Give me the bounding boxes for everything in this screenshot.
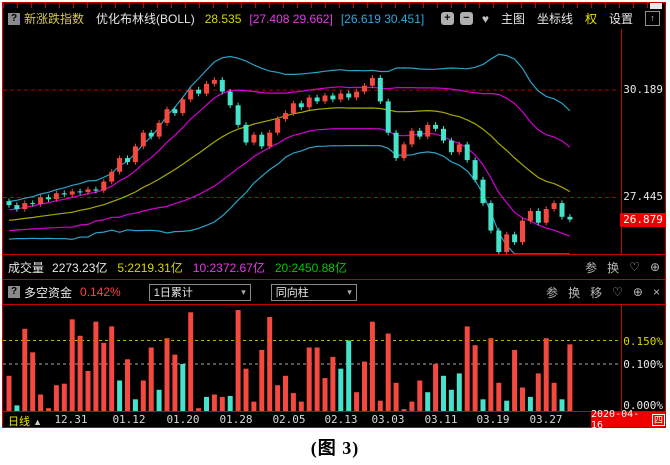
menu-rights-adjust[interactable]: 权 [584, 12, 597, 26]
switch-indicator-button-fund[interactable]: 换 [568, 285, 581, 300]
move-panel-button[interactable]: 移 [590, 285, 603, 300]
fund-value: 0.142% [80, 285, 121, 299]
favorite-outline-icon-fund[interactable]: ♡ [612, 285, 623, 299]
x-axis-date-label: 01.28 [219, 413, 253, 426]
current-date: 2020-04-16 [591, 408, 640, 431]
fund-strip: ? 多空资金 0.142% 1日累计 ▾ 同向柱 ▾ 参 换 移 ♡ ⊕ × [3, 279, 665, 304]
accumulate-dropdown-value: 1日累计 [153, 287, 193, 299]
percent-axis-label: 0.150% [623, 335, 663, 348]
period-selector[interactable]: 日线 ▲ [8, 413, 42, 429]
switch-indicator-button[interactable]: 换 [607, 260, 620, 275]
chevron-down-icon: ▾ [241, 286, 246, 297]
x-axis-date-label: 01.20 [166, 413, 200, 426]
boll-outer-band-values: [26.619 30.451] [340, 11, 425, 26]
help-icon[interactable]: ? [8, 12, 20, 25]
zoom-in-button[interactable]: + [440, 12, 454, 25]
x-axis-date-label: 03.11 [424, 413, 458, 426]
x-axis-date-label: 02.13 [324, 413, 358, 426]
bollinger-bands [8, 53, 571, 254]
current-date-badge: 2020-04-16 四 [591, 409, 665, 431]
menu-main-chart[interactable]: 主图 [500, 12, 525, 26]
fund-bars [6, 310, 573, 411]
index-name[interactable]: 新涨跌指数 [24, 12, 85, 26]
menu-coordinate-line[interactable]: 坐标线 [536, 12, 573, 26]
collapse-up-button[interactable]: ↑ [645, 11, 660, 26]
chart-header: ? 新涨跌指数 优化布林线(BOLL) 28.535 [27.408 29.66… [3, 8, 665, 29]
x-axis-date-label: 01.12 [112, 413, 146, 426]
accumulate-dropdown[interactable]: 1日累计 ▾ [148, 283, 251, 301]
param-button-fund[interactable]: 参 [546, 285, 559, 300]
x-axis-date-label: 12.31 [54, 413, 88, 426]
x-axis-date-label: 03.03 [371, 413, 405, 426]
zoom-out-button[interactable]: − [459, 12, 473, 25]
main-chart-panel: 30.189 27.445 26.879 [3, 29, 666, 254]
top-ruler-ticks [3, 3, 665, 8]
study-name[interactable]: 优化布林线(BOLL) [96, 12, 195, 26]
bar-style-dropdown[interactable]: 同向柱 ▾ [270, 283, 357, 301]
help-icon-fund[interactable]: ? [8, 286, 20, 298]
volume-ma5: 5:2219.31亿 [117, 260, 183, 275]
price-axis-label: 27.445 [623, 190, 663, 203]
fund-label[interactable]: 多空资金 [24, 285, 73, 300]
period-label: 日线 [8, 416, 30, 428]
last-price-badge: 26.879 [620, 213, 666, 227]
boll-mid-value: 28.535 [204, 11, 242, 26]
magnifier-icon[interactable]: ⊕ [649, 260, 660, 274]
candlestick-chart[interactable] [3, 29, 619, 254]
volume-strip: 成交量 2273.23亿 5:2219.31亿 10:2372.67亿 20:2… [3, 254, 665, 279]
volume-ma20: 20:2450.88亿 [274, 260, 347, 275]
triangle-up-icon[interactable]: ▲ [33, 417, 42, 427]
x-axis-date-label: 03.19 [476, 413, 510, 426]
percent-axis-label: 0.100% [623, 358, 663, 371]
price-axis-label: 30.189 [623, 83, 663, 96]
candles [6, 75, 573, 254]
volume-ma10: 10:2372.67亿 [192, 260, 265, 275]
boll-inner-band-values: [27.408 29.662] [249, 11, 333, 26]
weekday-badge: 四 [651, 413, 665, 426]
favorite-heart-icon[interactable]: ♥ [481, 11, 489, 26]
param-button[interactable]: 参 [585, 260, 598, 275]
fund-chart-panel: 0.150% 0.100% 0.000% [3, 304, 665, 412]
figure-caption: (图 3) [310, 438, 360, 458]
volume-label[interactable]: 成交量 [8, 260, 45, 275]
favorite-outline-icon[interactable]: ♡ [629, 260, 640, 274]
chart-window: ? 新涨跌指数 优化布林线(BOLL) 28.535 [27.408 29.66… [2, 2, 666, 431]
chevron-down-icon: ▾ [347, 286, 352, 297]
percent-axis-label: 0.000% [623, 399, 663, 412]
menu-settings[interactable]: 设置 [608, 12, 633, 26]
scrollbar-thumb[interactable] [650, 3, 662, 9]
x-axis-date-label: 03.27 [529, 413, 563, 426]
magnifier-icon-fund[interactable]: ⊕ [632, 285, 643, 299]
volume-value: 2273.23亿 [52, 260, 108, 275]
time-axis: 日线 ▲ 12.31 01.12 01.20 01.28 02.05 02.13 03.03… [3, 409, 665, 431]
bar-style-dropdown-value: 同向柱 [275, 287, 309, 299]
x-axis-date-label: 02.05 [272, 413, 306, 426]
close-panel-icon[interactable]: × [652, 285, 660, 299]
fund-bar-chart[interactable] [3, 305, 619, 411]
